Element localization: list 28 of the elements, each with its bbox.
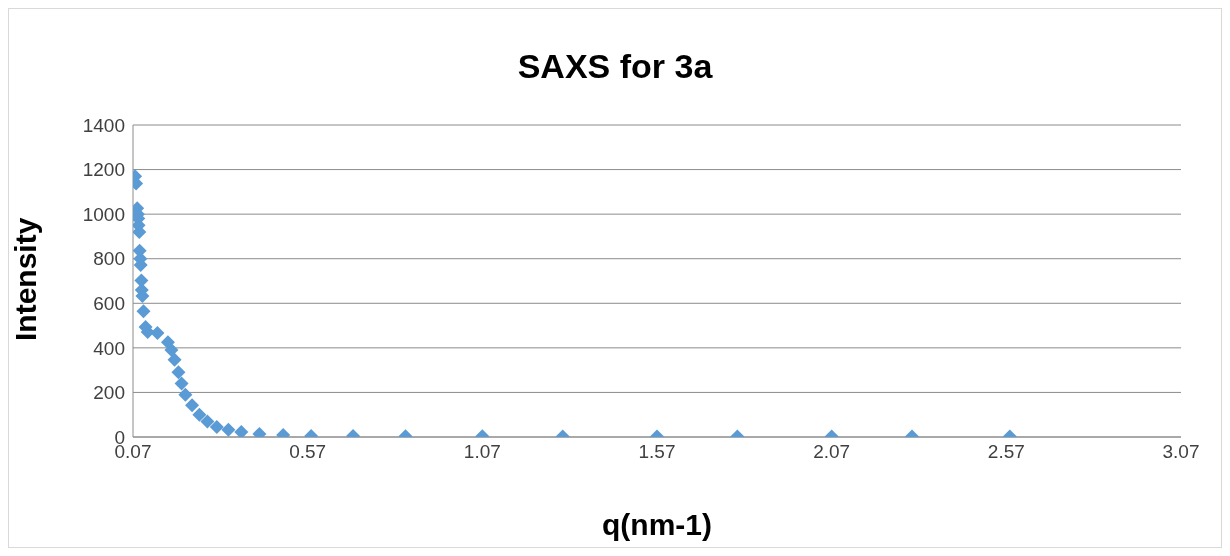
y-tick-label: 1200 xyxy=(82,159,125,181)
y-axis-title: Intensity xyxy=(8,217,42,341)
x-tick-label: 1.07 xyxy=(463,441,501,463)
x-tick-label: 1.57 xyxy=(638,441,676,463)
y-tick-label: 1000 xyxy=(82,203,125,225)
point xyxy=(167,352,182,367)
point xyxy=(171,365,186,380)
point xyxy=(150,325,165,340)
point xyxy=(200,414,215,429)
x-tick-label: 0.57 xyxy=(289,441,327,463)
y-tick-label: 200 xyxy=(93,382,125,404)
y-tick-label: 800 xyxy=(93,248,125,270)
y-tick-label: 600 xyxy=(93,293,125,315)
point xyxy=(209,419,224,434)
y-tick-label: 1400 xyxy=(82,114,125,136)
point xyxy=(178,387,193,402)
point xyxy=(136,304,151,319)
chart-title: SAXS for 3a xyxy=(516,47,714,86)
point xyxy=(192,407,207,422)
point xyxy=(234,425,249,437)
point xyxy=(174,376,189,391)
point xyxy=(221,422,236,437)
point xyxy=(164,343,179,358)
y-tick-label: 400 xyxy=(93,337,125,359)
x-tick-label: 2.07 xyxy=(813,441,851,463)
x-tick-label: 2.57 xyxy=(987,441,1025,463)
x-tick-label: 3.07 xyxy=(1162,441,1200,463)
x-axis-title: q(nm-1) xyxy=(602,508,712,541)
